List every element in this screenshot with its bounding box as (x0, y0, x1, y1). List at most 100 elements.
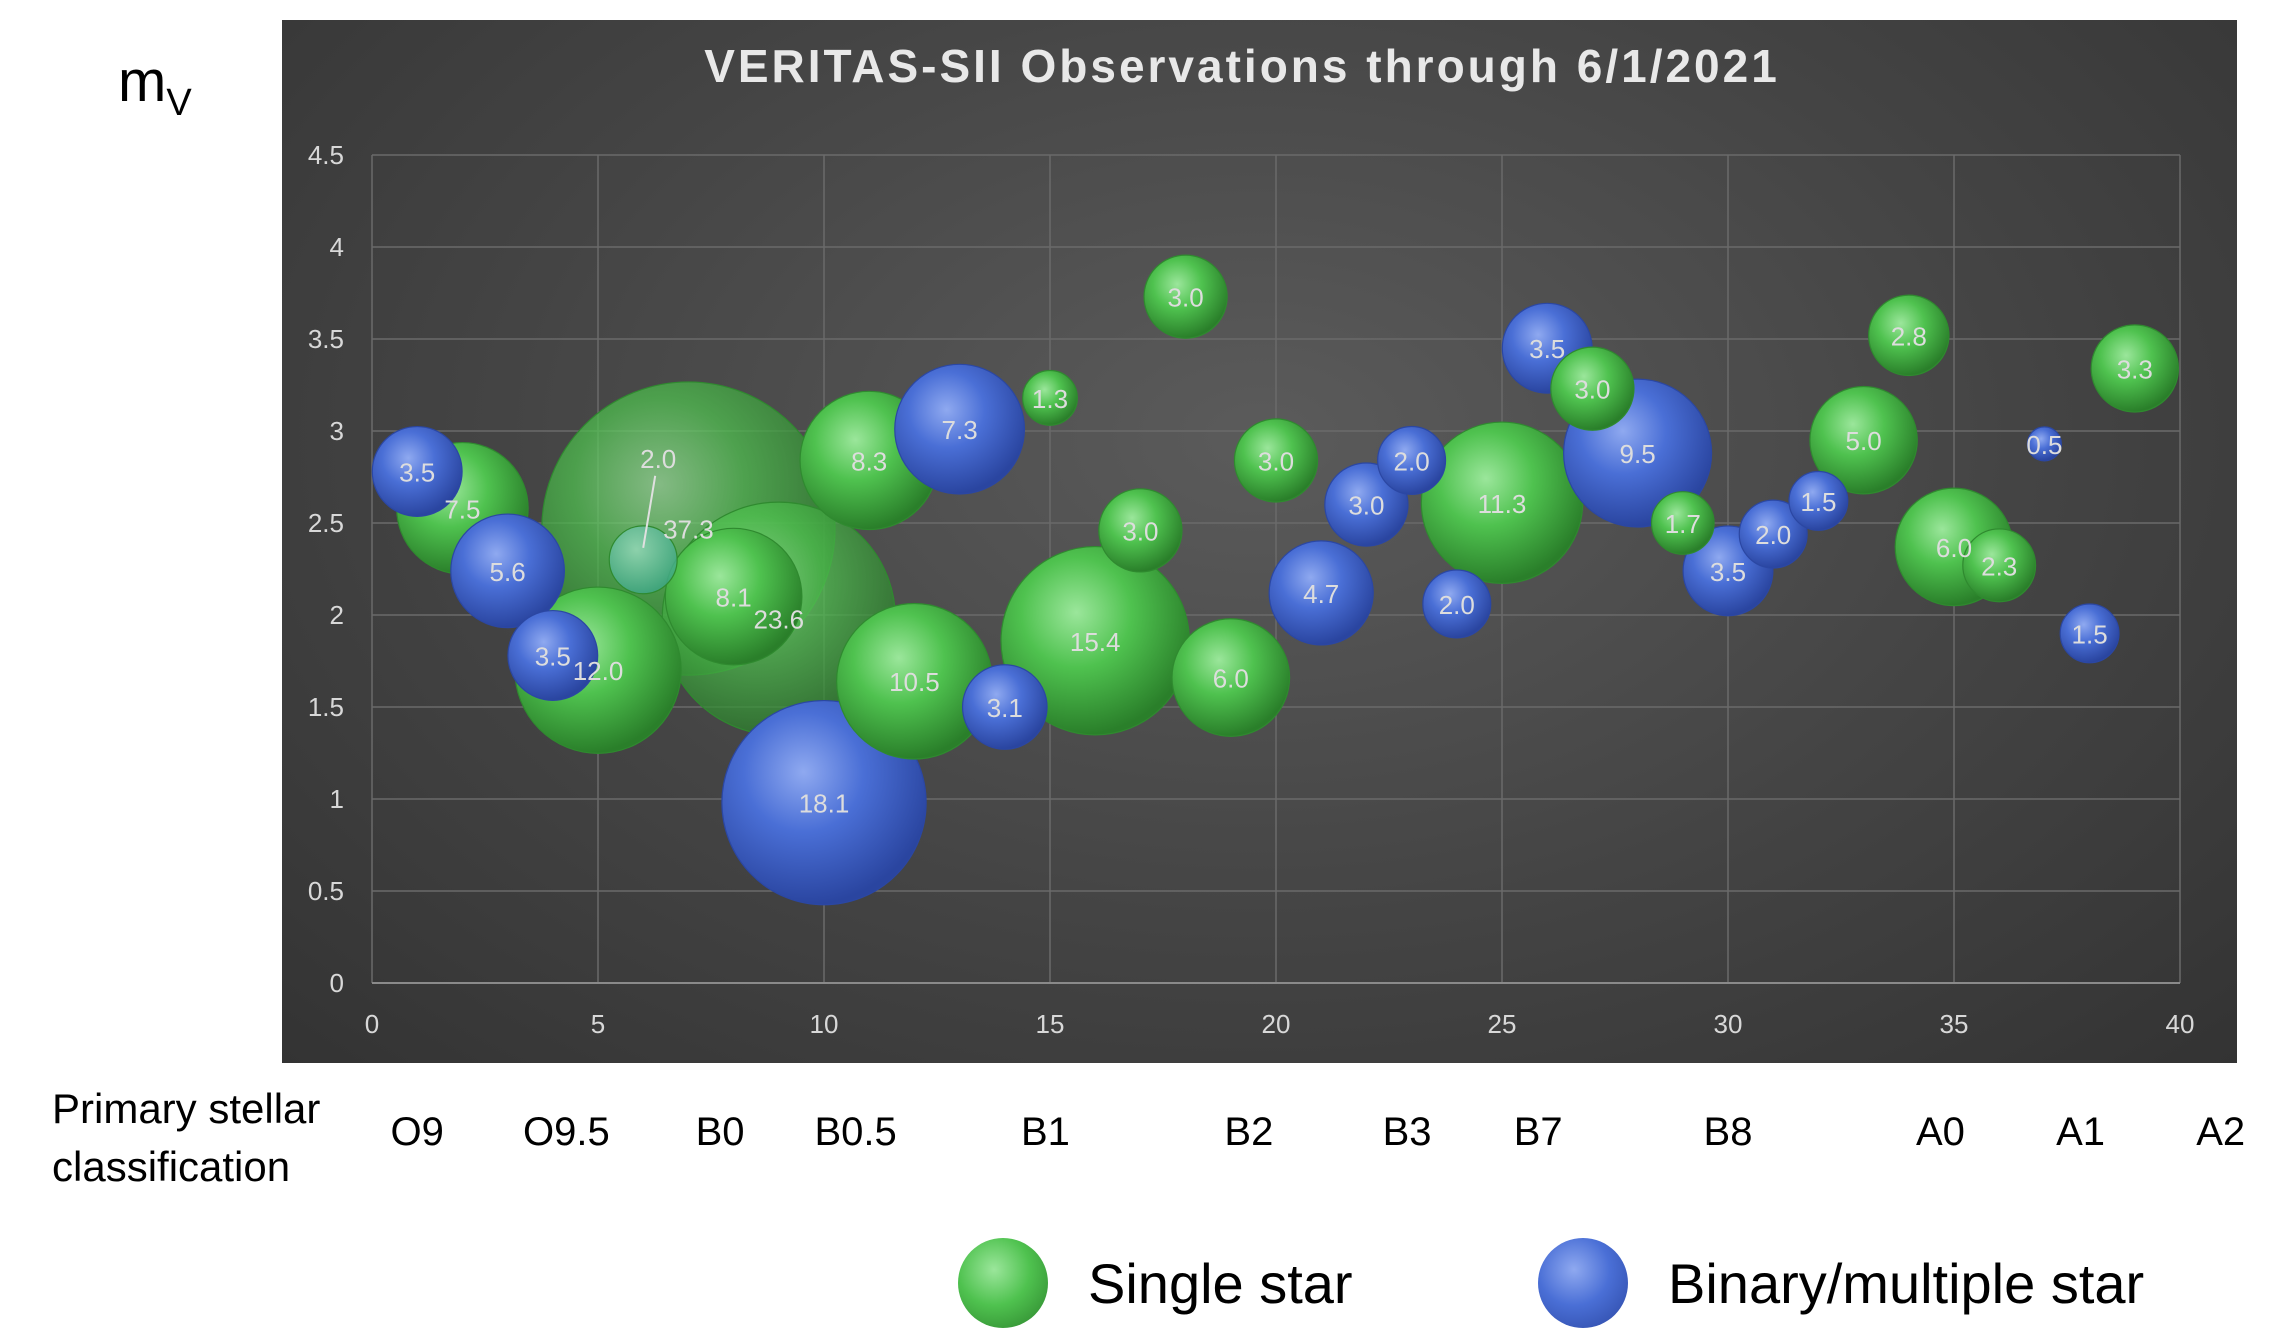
binary-star-bubble (1738, 499, 1808, 569)
x-tick-label: 30 (1714, 1009, 1743, 1039)
y-tick-label: 4 (330, 232, 344, 262)
bubble-data-label: 3.1 (987, 693, 1023, 723)
bubble-data-label: 5.6 (490, 557, 526, 587)
binary-star-bubble (507, 609, 599, 701)
bubble-data-label: 11.3 (1478, 489, 1527, 519)
bubble-data-label: 7.3 (942, 415, 978, 445)
y-axis-symbol-main: m (118, 49, 167, 114)
bubble-data-label: 2.0 (1755, 520, 1791, 550)
callout-bubble (608, 525, 678, 595)
bubble-data-label: 23.6 (753, 605, 804, 635)
binary-star-swatch-icon (1538, 1238, 1628, 1328)
bubble-data-label: 4.7 (1303, 579, 1339, 609)
binary-star-bubble (1377, 425, 1447, 495)
bubble-data-label: 1.3 (1032, 384, 1068, 414)
bubble-data-label: 1.5 (1800, 487, 1836, 517)
single-star-bubble (1550, 346, 1635, 431)
y-tick-label: 4.5 (308, 140, 344, 170)
bubble-label-layer: 37.3 23.6 18.1 15.4 12.0 11.3 10.5 9.5 8.3 8.1 7.5… (399, 283, 2153, 819)
y-tick-label: 0.5 (308, 876, 344, 906)
single-star-bubble (1171, 618, 1291, 737)
y-tick-label: 3 (330, 416, 344, 446)
binary-star-bubble (450, 513, 565, 629)
x-tick-label: 15 (1036, 1009, 1065, 1039)
spectral-class-label: B8 (1703, 1110, 1753, 1154)
bubble-chart: 0 5 10 15 20 25 30 35 40 0 0.5 1 1.5 2 2.5 3 3.5 4 4.5 37.… (308, 40, 2195, 1039)
bubble-data-label: 1.5 (2072, 619, 2108, 649)
spectral-class-label: B2 (1224, 1110, 1274, 1154)
y-tick-label: 2.5 (308, 508, 344, 538)
binary-star-bubble (2059, 603, 2120, 664)
y-axis-symbol-sub: V (166, 82, 192, 124)
bubble-data-label: 2.0 (640, 444, 676, 474)
x-tick-label: 0 (365, 1009, 379, 1039)
spectral-class-label: A0 (1915, 1110, 1965, 1154)
binary-star-bubble (894, 363, 1026, 495)
chart-panel: 0 5 10 15 20 25 30 35 40 0 0.5 1 1.5 2 2.5 3 3.5 4 4.5 37.… (282, 20, 2237, 1063)
single-star-bubble (1809, 385, 1918, 495)
legend-label-binary: Binary/multiple star (1668, 1251, 2145, 1315)
bubble-data-label: 3.5 (1529, 334, 1565, 364)
bubble-data-label: 3.3 (2117, 354, 2153, 384)
bubble-data-label: 9.5 (1620, 439, 1656, 469)
bubble-data-label: 3.0 (1574, 375, 1610, 405)
single-star-bubble (1962, 528, 2037, 603)
bubble-data-label: 6.0 (1936, 533, 1972, 563)
legend-item-binary: Binary/multiple star (1538, 1238, 2144, 1328)
single-star-bubble (1022, 369, 1078, 426)
bubble-data-label: 10.5 (889, 667, 940, 697)
bubble-data-label: 3.5 (399, 457, 435, 487)
spectral-class-label: A2 (2196, 1110, 2246, 1154)
spectral-class-label: B0 (695, 1110, 745, 1154)
y-tick-label: 2 (330, 600, 344, 630)
spectral-class-label: O9.5 (523, 1110, 610, 1154)
spectral-class-label: B3 (1382, 1110, 1432, 1154)
bubble-data-label: 8.1 (716, 583, 752, 613)
y-tick-label: 0 (330, 968, 344, 998)
bubble-data-label: 2.0 (1439, 590, 1475, 620)
bubble-data-label: 3.5 (535, 641, 571, 671)
bubble-data-label: 2.3 (1981, 551, 2017, 581)
bubble-data-label: 6.0 (1213, 664, 1249, 694)
single-star-bubble (1233, 418, 1319, 503)
bubble-data-label: 2.8 (1891, 321, 1927, 351)
bubble-data-label: 18.1 (799, 789, 850, 819)
single-star-bubble (664, 527, 803, 666)
binary-star-bubble (961, 664, 1048, 750)
x-axis-caption: Primary stellar classification (52, 1085, 321, 1190)
bubble-data-label: 15.4 (1070, 627, 1121, 657)
bubble-data-label: 7.5 (444, 494, 480, 524)
bubble-data-label: 3.0 (1168, 283, 1204, 313)
legend-item-single: Single star (958, 1238, 1353, 1328)
spectral-class-label: B0.5 (814, 1110, 897, 1154)
binary-star-bubble (1788, 470, 1849, 531)
bubble-data-label: 1.7 (1665, 509, 1701, 539)
x-tick-label: 40 (2166, 1009, 2195, 1039)
y-tick-label: 1.5 (308, 692, 344, 722)
binary-star-bubble (2026, 426, 2062, 462)
bubble-data-label: 37.3 (663, 515, 714, 545)
bubble-layer (371, 254, 2179, 906)
x-tick-label: 20 (1262, 1009, 1291, 1039)
spectral-class-label: O9 (390, 1110, 444, 1154)
x-tick-label: 5 (591, 1009, 605, 1039)
binary-star-bubble (1422, 569, 1492, 639)
x-tick-label: 35 (1940, 1009, 1969, 1039)
single-star-bubble (1650, 491, 1715, 555)
bubble-data-label: 3.0 (1258, 446, 1294, 476)
single-star-swatch-icon (958, 1238, 1048, 1328)
single-star-bubble (2090, 324, 2179, 413)
bubble-data-label: 3.0 (1348, 491, 1384, 521)
bubble-data-label: 3.0 (1122, 516, 1158, 546)
chart-title: VERITAS-SII Observations through 6/1/202… (704, 40, 1780, 92)
y-axis-symbol: mV (118, 48, 192, 124)
binary-star-bubble (1268, 540, 1374, 646)
legend-label-single: Single star (1088, 1251, 1353, 1315)
y-tick-label: 3.5 (308, 324, 344, 354)
binary-star-bubble (371, 425, 463, 517)
x-tick-label: 10 (810, 1009, 839, 1039)
bubble-data-label: 2.0 (1394, 446, 1430, 476)
single-star-bubble (1868, 294, 1950, 377)
y-tick-label: 1 (330, 784, 344, 814)
single-star-bubble (1098, 488, 1183, 573)
